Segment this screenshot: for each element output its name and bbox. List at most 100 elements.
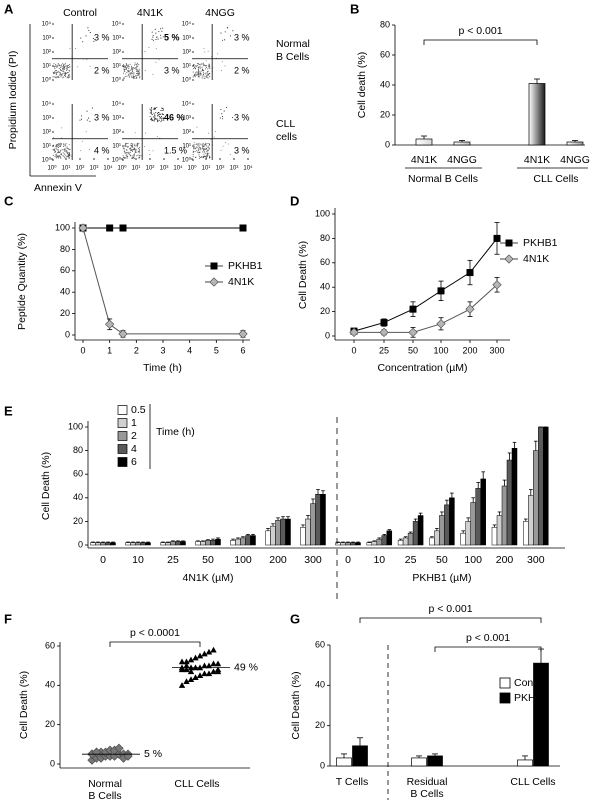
cell-dot [154,109,156,111]
cell-dot [68,155,70,158]
cell-dot [197,71,199,73]
x-axis-label: PKHB1 (µM) [412,572,471,584]
cell-dot [65,154,67,156]
y-tick-label: 40 [73,492,83,502]
bar [340,542,346,546]
cell-dot [133,67,135,69]
cell-dot [232,30,234,32]
data-point [183,678,190,684]
data-point [205,648,213,655]
cell-dot [64,65,66,67]
cell-dot [192,156,194,158]
cell-dot [85,35,87,37]
cell-dot [149,154,151,156]
cell-dot [192,71,194,73]
row-label: cells [276,131,297,143]
cell-dot [224,65,226,67]
cell-dot [65,68,67,70]
bar [480,478,486,546]
cell-dot [87,27,89,29]
bar [506,459,513,546]
cell-dot [55,157,57,159]
cell-dot [158,116,160,118]
cell-dot [219,117,221,119]
cell-dot [53,76,55,78]
cell-dot [203,145,205,147]
cell-dot [66,147,68,149]
significance-label: p < 0.0001 [130,627,180,639]
cell-dot [154,108,156,110]
y-tick-label: 10³ [112,116,121,122]
y-tick-label: 10⁰ [42,157,52,164]
cell-dot [56,145,58,147]
cell-dot [201,144,203,146]
bar [280,518,286,546]
cell-dot [80,118,83,120]
cell-dot [63,72,65,74]
cell-dot [53,148,55,150]
cell-dot [195,74,197,76]
cell-dot [125,68,127,70]
cell-dot [207,70,209,72]
cell-dot [67,71,69,74]
cell-dot [153,112,155,114]
y-axis-label: Cell Death (%) [40,452,52,520]
data-point [106,224,114,232]
bar [434,530,440,546]
cell-dot [65,145,67,147]
cell-dot [139,76,141,78]
cell-dot [133,158,135,160]
cell-dot [89,32,91,34]
y-tick-label: 60 [60,265,70,275]
cell-dot [198,157,200,159]
cell-dot [206,143,208,145]
legend-swatch [117,405,128,415]
cell-dot [131,71,134,73]
x-tick-label: 10⁴ [103,165,113,172]
cell-dot [200,149,202,151]
y-tick-label: 40 [320,282,330,292]
cell-dot [61,66,63,68]
cell-dot [202,147,204,149]
data-point [183,658,190,665]
data-point [238,329,248,339]
cell-dot [195,72,197,74]
cell-dot [154,28,156,30]
y-tick-label: 10³ [182,36,191,42]
cell-dot [138,142,140,144]
cell-dot [122,147,124,149]
cell-dot [57,71,59,73]
y-tick-label: 10² [182,130,191,136]
x-axis-label: Concentration (µM) [377,362,467,374]
cell-dot [63,153,65,155]
x-axis-label: Annexin V [34,182,82,194]
data-point [178,682,186,688]
cell-dot [61,149,63,151]
y-tick-label: 100 [315,208,330,218]
cell-dot [161,113,163,115]
bar [350,542,356,546]
cell-dot [197,66,200,68]
cell-dot [122,77,124,79]
cell-dot [207,50,209,52]
cell-dot [202,143,204,145]
y-tick-label: 40 [315,680,325,690]
cell-dot [57,76,59,78]
cell-dot [56,156,58,158]
cell-dot [204,73,206,75]
bar [543,426,549,546]
y-tick-label: 0 [320,760,325,770]
cell-dot [60,67,62,69]
cell-dot [88,117,90,119]
cell-dot [136,66,138,68]
data-point [183,662,190,669]
quadrant-percent: 3 % [234,32,250,42]
cell-dot [67,155,69,157]
cell-dot [130,69,132,71]
cell-dot [127,73,129,75]
cell-dot [86,110,88,112]
cell-dot [222,145,224,147]
cell-dot [154,114,156,116]
cell-dot [207,132,209,134]
x-tick-label: 10¹ [132,166,141,172]
